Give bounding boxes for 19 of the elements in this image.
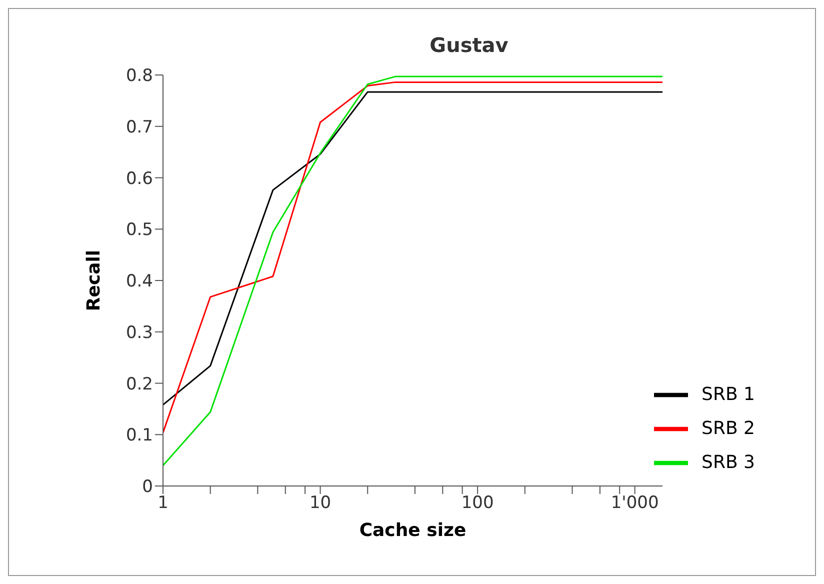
y-tick-label: 0.2: [126, 374, 153, 394]
y-tick-label: 0.5: [126, 220, 153, 240]
y-tick-label: 0.8: [126, 66, 153, 86]
y-tick-label: 0: [142, 477, 153, 498]
chart-title: Gustav: [428, 33, 510, 57]
x-axis-title: Cache size: [359, 520, 466, 541]
y-tick-label: 0.4: [126, 272, 153, 292]
legend-label: SRB 2: [702, 418, 755, 439]
y-tick-label: 0.1: [126, 426, 153, 446]
y-axis-title: Recall: [83, 250, 104, 312]
x-tick-label: 1: [158, 493, 168, 514]
y-tick-label: 0.3: [126, 322, 153, 343]
x-tick-label: 100: [461, 493, 494, 514]
legend-label: SRB 3: [702, 452, 755, 473]
x-tick-label: 1'000: [610, 493, 659, 514]
y-tick-label: 0.6: [126, 168, 153, 189]
x-tick-label: 10: [309, 493, 332, 514]
legend-label: SRB 1: [702, 384, 755, 405]
y-tick-label: 0.7: [126, 117, 153, 138]
